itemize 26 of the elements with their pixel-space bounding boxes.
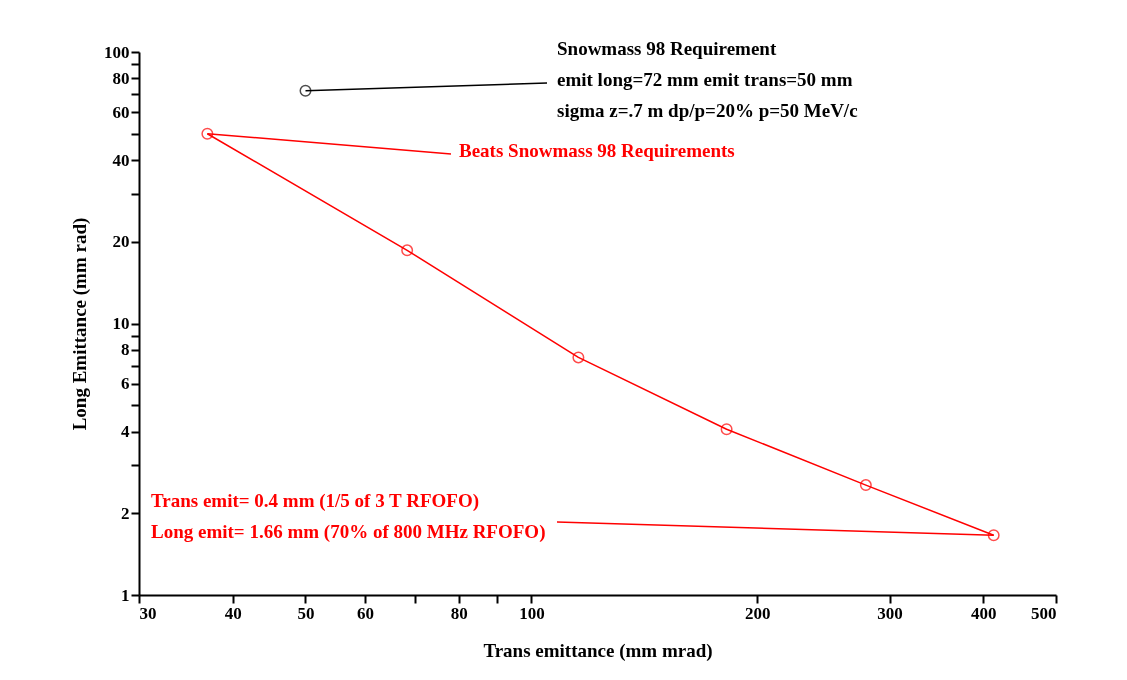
y-tick-label: 8: [121, 340, 130, 360]
y-tick-label: 4: [121, 422, 130, 442]
y-tick-label: 80: [112, 68, 130, 88]
x-tick-label: 30: [139, 603, 157, 623]
y-tick-label: 20: [112, 232, 130, 252]
x-tick-label: 300: [877, 603, 903, 623]
x-tick-label: 200: [745, 603, 771, 623]
x-tick-label: 400: [971, 603, 997, 623]
annotation: Beats Snowmass 98 Requirements: [459, 140, 735, 161]
y-tick-label: 100: [104, 42, 130, 62]
y-tick-label: 6: [121, 374, 130, 394]
annotation: Trans emit= 0.4 mm (1/5 of 3 T RFOFO) Long emit= 1.66 mm (70% of 800 MHz RFOFO): [151, 490, 546, 543]
x-tick-label: 60: [356, 603, 374, 623]
x-tick-label: 500: [1031, 603, 1057, 623]
y-tick-label: 60: [112, 102, 130, 122]
x-axis-title: Trans emittance (mm mrad): [483, 639, 713, 662]
y-tick-label: 40: [112, 150, 130, 170]
y-tick-label: 1: [121, 585, 130, 605]
annotation: Snowmass 98 Requirement emit long=72 mm emit trans=50 mm sigma z=.7 m dp/p=20% p=50 MeV/c: [557, 38, 858, 121]
y-tick-label: 2: [121, 503, 130, 523]
x-tick-label: 40: [224, 603, 242, 623]
x-tick-label: 80: [450, 603, 468, 623]
y-tick-label: 10: [112, 314, 130, 333]
x-tick-label: 100: [519, 603, 545, 623]
y-axis-title: Long Emittance (mm rad): [69, 217, 91, 431]
x-tick-label: 50: [297, 603, 315, 623]
